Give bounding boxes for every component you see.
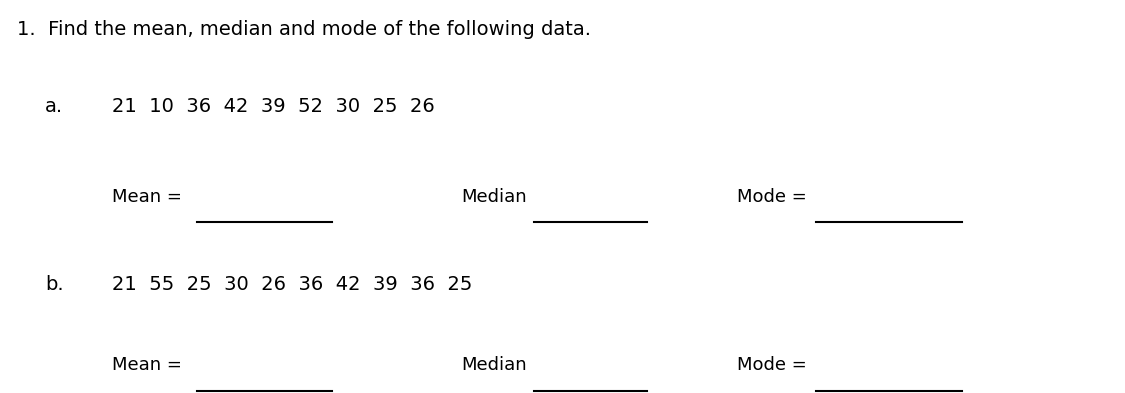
Text: Mean =: Mean = <box>112 187 182 206</box>
Text: b.: b. <box>45 275 64 294</box>
Text: Mean =: Mean = <box>112 356 182 375</box>
Text: 1.  Find the mean, median and mode of the following data.: 1. Find the mean, median and mode of the… <box>17 20 591 39</box>
Text: Mode =: Mode = <box>737 187 807 206</box>
Text: 21  55  25  30  26  36  42  39  36  25: 21 55 25 30 26 36 42 39 36 25 <box>112 275 472 294</box>
Text: 21  10  36  42  39  52  30  25  26: 21 10 36 42 39 52 30 25 26 <box>112 97 435 116</box>
Text: a.: a. <box>45 97 63 116</box>
Text: Mode =: Mode = <box>737 356 807 375</box>
Text: Median: Median <box>461 187 526 206</box>
Text: Median: Median <box>461 356 526 375</box>
